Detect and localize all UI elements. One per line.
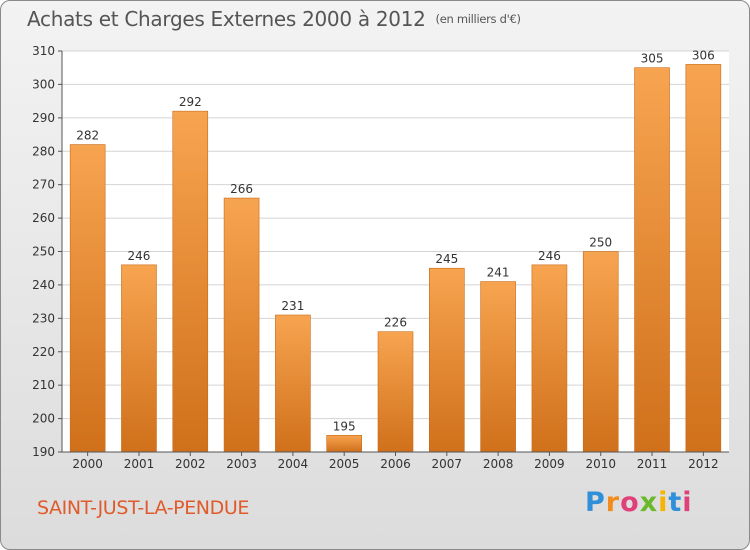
value-label-2004: 231 [281, 299, 304, 313]
bar-2011 [634, 67, 670, 453]
bar-2006 [377, 331, 414, 453]
y-tick-label: 300 [32, 77, 55, 91]
city-name: SAINT-JUST-LA-PENDUE [37, 497, 249, 519]
y-tick-label: 240 [32, 278, 55, 292]
logo-letter: r [605, 487, 621, 518]
y-tick-label: 260 [32, 211, 55, 225]
x-tick-label-2004: 2004 [278, 457, 309, 471]
bar-2010 [582, 251, 619, 453]
y-tick-label: 290 [32, 111, 55, 125]
logo-letter: P [585, 487, 606, 518]
x-tick-label-2003: 2003 [226, 457, 257, 471]
value-label-2006: 226 [384, 316, 407, 330]
value-label-2007: 245 [435, 252, 458, 266]
x-tick-label-2000: 2000 [72, 457, 103, 471]
value-label-2001: 246 [128, 249, 151, 263]
bar-2003 [223, 197, 260, 453]
bar-2008 [480, 281, 516, 453]
bar-2005 [326, 434, 362, 453]
value-label-2011: 305 [641, 52, 664, 66]
x-tick-label-2006: 2006 [380, 457, 411, 471]
bar-2012 [685, 64, 722, 453]
x-tick-label-2011: 2011 [637, 457, 668, 471]
y-tick-label: 190 [32, 445, 55, 459]
logo-letter: i [682, 487, 693, 518]
x-tick-label-2005: 2005 [329, 457, 360, 471]
bar-2009 [531, 264, 568, 453]
y-tick-label: 280 [32, 144, 55, 158]
bars: 282 246 292 266 231 195 226 245 241 246 250 305 306 [69, 48, 722, 453]
value-label-2008: 241 [487, 266, 510, 280]
value-label-2010: 250 [589, 236, 612, 250]
y-tick-label: 310 [32, 44, 55, 58]
chart-title-text: Achats et Charges Externes 2000 à 2012 [27, 7, 426, 31]
chart-title: Achats et Charges Externes 2000 à 2012 (e… [27, 7, 521, 31]
x-tick-label-2010: 2010 [585, 457, 616, 471]
logo-letter: t [668, 487, 683, 518]
y-tick-label: 250 [32, 245, 55, 259]
bar-2004 [275, 314, 311, 453]
y-tick-label: 230 [32, 311, 55, 325]
bar-2002 [172, 110, 209, 453]
x-tick-label-2012: 2012 [688, 457, 719, 471]
logo-letter: i [658, 487, 669, 518]
x-tick-label-2008: 2008 [483, 457, 514, 471]
x-tick-label-2001: 2001 [124, 457, 155, 471]
x-tick-label-2002: 2002 [175, 457, 206, 471]
y-tick-label: 200 [32, 412, 55, 426]
bar-2001 [121, 264, 157, 453]
value-label-2000: 282 [76, 129, 99, 143]
x-tick-label-2009: 2009 [534, 457, 565, 471]
bar-2007 [429, 267, 465, 453]
bar-2000 [69, 144, 106, 453]
y-tick-label: 270 [32, 178, 55, 192]
y-tick-label: 220 [32, 345, 55, 359]
value-label-2009: 246 [538, 249, 561, 263]
logo-letter: x [639, 487, 659, 518]
value-label-2002: 292 [179, 95, 202, 109]
axes: 190 200 210 220 230 240 250 260 270 280 290 300 310 2… [32, 44, 729, 471]
logo-letter: o [620, 487, 640, 518]
x-tick-label-2007: 2007 [432, 457, 463, 471]
y-tick-label: 210 [32, 378, 55, 392]
value-label-2012: 306 [692, 48, 715, 62]
value-label-2003: 266 [230, 182, 253, 196]
chart-subtitle: (en milliers d'€) [435, 12, 521, 26]
proxiti-logo: Proxiti [585, 487, 693, 518]
value-label-2005: 195 [333, 419, 356, 433]
